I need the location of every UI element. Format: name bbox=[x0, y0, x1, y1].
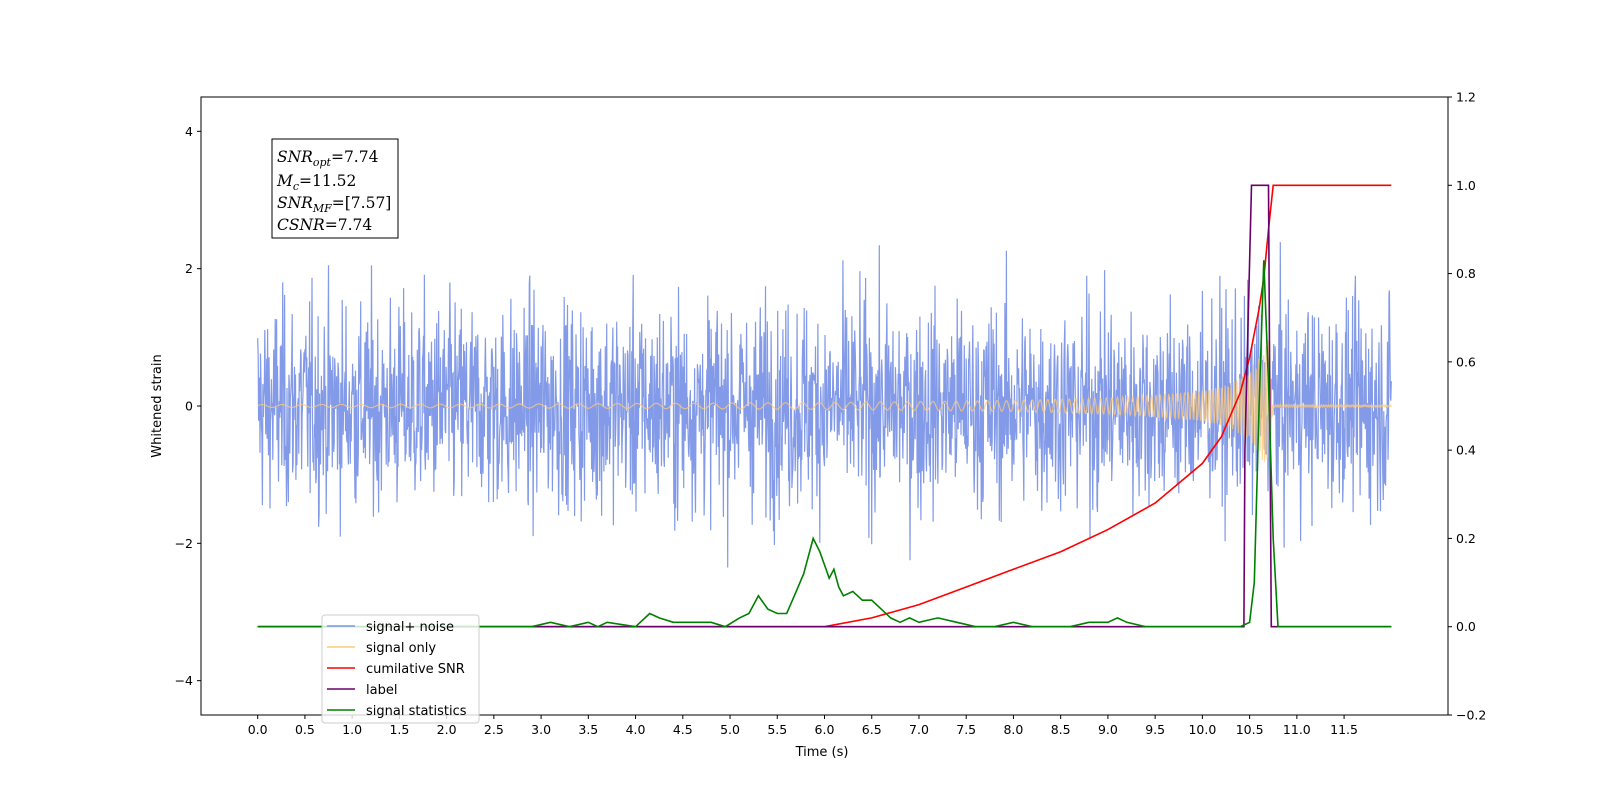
legend-label-4: signal statistics bbox=[366, 704, 467, 719]
y2-tick-label: 1.2 bbox=[1456, 90, 1476, 105]
svg-text:Mc=11.52: Mc=11.52 bbox=[276, 172, 356, 193]
x-tick-label: 11.0 bbox=[1283, 722, 1311, 737]
x-tick-label: 0.0 bbox=[248, 722, 268, 737]
y2-tick-label: 0.2 bbox=[1456, 531, 1476, 546]
legend: signal+ noise signal only cumilative SNR… bbox=[321, 614, 480, 724]
legend-label-2: cumilative SNR bbox=[366, 662, 465, 677]
series-signal-only-line bbox=[257, 340, 1392, 462]
x-tick-label: 6.0 bbox=[815, 722, 835, 737]
y-tick-label: 2 bbox=[185, 261, 193, 276]
x-tick-label: 1.0 bbox=[342, 722, 362, 737]
x-tick-label: 1.5 bbox=[389, 722, 409, 737]
y2-tick-label: 0.4 bbox=[1456, 443, 1476, 458]
series-signal-noise-line bbox=[257, 242, 1392, 568]
y-tick-label: 4 bbox=[185, 124, 193, 139]
svg-text:SNRMF=[7.57]: SNRMF=[7.57] bbox=[277, 194, 391, 215]
annotation-box: SNRopt=7.74 Mc=11.52 SNRMF=[7.57] CSNR=7… bbox=[271, 138, 399, 239]
x-tick-label: 9.0 bbox=[1098, 722, 1118, 737]
y2-tick-label: 0.6 bbox=[1456, 354, 1476, 369]
x-tick-label: 8.0 bbox=[1003, 722, 1023, 737]
x-tick-label: 11.5 bbox=[1330, 722, 1358, 737]
x-tick-label: 10.0 bbox=[1188, 722, 1216, 737]
x-tick-label: 4.0 bbox=[626, 722, 646, 737]
x-axis-label: Time (s) bbox=[795, 745, 849, 760]
x-tick-label: 4.5 bbox=[673, 722, 693, 737]
x-tick-label: 5.0 bbox=[720, 722, 740, 737]
svg-text:SNRopt=7.74: SNRopt=7.74 bbox=[277, 148, 379, 169]
y-tick-label: −2 bbox=[175, 536, 193, 551]
x-tick-label: 7.0 bbox=[909, 722, 929, 737]
y-axis-label: Whitened strain bbox=[150, 354, 165, 457]
svg-text:CSNR=7.74: CSNR=7.74 bbox=[277, 216, 372, 234]
x-tick-label: 6.5 bbox=[862, 722, 882, 737]
legend-label-1: signal only bbox=[366, 641, 436, 656]
x-tick-label: 0.5 bbox=[295, 722, 315, 737]
x-tick-label: 5.5 bbox=[767, 722, 787, 737]
y2-tick-label: 0.8 bbox=[1456, 266, 1476, 281]
y-axis-right: 1.2 1.0 0.8 0.6 0.4 0.2 0.0 −0.2 bbox=[1448, 90, 1486, 723]
x-tick-label: 9.5 bbox=[1145, 722, 1165, 737]
series-layer bbox=[257, 184, 1392, 628]
x-tick-label: 8.5 bbox=[1051, 722, 1071, 737]
series-signal-statistics-line bbox=[257, 260, 1392, 628]
x-tick-label: 7.5 bbox=[956, 722, 976, 737]
y2-tick-label: −0.2 bbox=[1456, 708, 1486, 723]
y2-tick-label: 0.0 bbox=[1456, 619, 1476, 634]
series-label-line bbox=[257, 184, 1392, 628]
x-tick-label: 2.0 bbox=[437, 722, 457, 737]
y-axis-left: 4 2 0 −2 −4 bbox=[175, 124, 201, 688]
legend-label-3: label bbox=[366, 683, 397, 698]
y-tick-label: −4 bbox=[175, 673, 193, 688]
x-tick-label: 2.5 bbox=[484, 722, 504, 737]
x-tick-label: 3.5 bbox=[578, 722, 598, 737]
x-axis: 0.0 0.5 1.0 1.5 2.0 2.5 3.0 3.5 4.0 4.5 5.0 5.5 6.0 6… bbox=[248, 715, 1358, 737]
y-tick-label: 0 bbox=[185, 399, 193, 414]
y2-tick-label: 1.0 bbox=[1456, 178, 1476, 193]
legend-label-0: signal+ noise bbox=[366, 620, 454, 635]
x-tick-label: 10.5 bbox=[1236, 722, 1264, 737]
x-tick-label: 3.0 bbox=[531, 722, 551, 737]
